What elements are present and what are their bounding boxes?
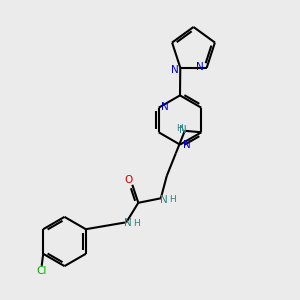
Text: N: N <box>179 125 187 135</box>
Text: N: N <box>183 140 190 150</box>
Text: H: H <box>133 219 140 228</box>
Text: N: N <box>196 62 204 72</box>
Text: N: N <box>161 102 169 112</box>
Text: H: H <box>169 195 175 204</box>
Text: N: N <box>124 218 132 228</box>
Text: Cl: Cl <box>37 266 47 276</box>
Text: O: O <box>124 175 133 185</box>
Text: H: H <box>176 124 183 133</box>
Text: N: N <box>171 65 179 75</box>
Text: N: N <box>160 195 168 205</box>
